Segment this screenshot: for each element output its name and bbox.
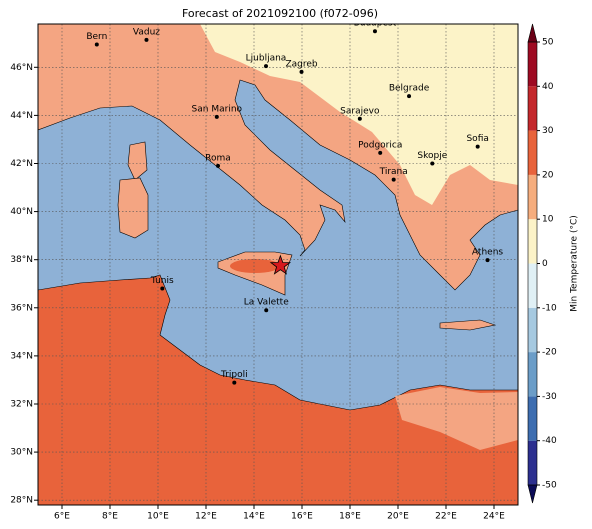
city-label: Vaduz [133, 27, 160, 37]
city-dot [378, 150, 383, 155]
colorbar-band [528, 86, 537, 131]
colorbar-over [527, 23, 538, 43]
city-label: Tripoli [220, 370, 248, 380]
city-dot [214, 114, 219, 119]
city-dot [299, 69, 304, 74]
city-label: Roma [205, 153, 231, 163]
city-label: Podgorica [358, 140, 402, 150]
y-tick-label: 32°N [10, 399, 33, 409]
y-tick-label: 42°N [10, 159, 33, 169]
y-tick-label: 38°N [10, 255, 33, 265]
city-dot [485, 258, 490, 263]
city-dot [391, 177, 396, 182]
y-tick-label: 34°N [10, 351, 33, 361]
colorbar-band [528, 263, 537, 308]
colorbar-tick-label: 20 [542, 170, 554, 180]
y-tick-label: 46°N [10, 63, 33, 73]
x-tick-label: 14°E [243, 512, 265, 522]
x-tick-label: 18°E [339, 512, 361, 522]
colorbar-band [528, 174, 537, 220]
y-tick-label: 40°N [10, 207, 33, 217]
city-dot [94, 42, 99, 47]
sicily-warm [230, 259, 280, 273]
x-tick-label: 6°E [54, 512, 70, 522]
y-tick-label: 44°N [10, 111, 33, 121]
axes: 6°E 8°E 10°E 12°E 14°E 16°E 18°E 20°E 22°E 24°E 28… [10, 63, 505, 522]
city-label: Tunis [150, 276, 174, 286]
city-dot [160, 286, 165, 291]
city-label: Zagreb [285, 59, 317, 69]
colorbar-band [528, 307, 537, 353]
x-tick-label: 8°E [102, 512, 118, 522]
city-dot [144, 37, 149, 42]
colorbar-band [528, 130, 537, 175]
colorbar-label: Min Temperature (°C) [570, 215, 580, 312]
city-label: Tirana [379, 167, 408, 177]
x-tick-label: 16°E [291, 512, 313, 522]
colorbar-tick-label: 30 [542, 126, 554, 136]
x-tick-label: 24°E [483, 512, 505, 522]
colorbar-tick-label: -10 [542, 303, 557, 313]
y-tick-label: 36°N [10, 303, 33, 313]
city-dot [264, 64, 268, 69]
sardinia [117, 177, 149, 239]
city-label: Budapest [354, 19, 397, 29]
city-dot [372, 29, 377, 34]
colorbar-tick-label: -20 [542, 348, 557, 358]
city-dot [216, 163, 220, 168]
y-tick-label: 28°N [10, 496, 33, 506]
colorbar-tick-label: 50 [542, 38, 554, 48]
city-label: Belgrade [389, 84, 430, 94]
y-tick-label: 30°N [10, 448, 33, 458]
colorbar-band [528, 352, 537, 397]
city-label: Ljubljana [246, 54, 287, 64]
colorbar-tick-label: 40 [542, 82, 554, 92]
crete [439, 319, 497, 331]
city-label: Skopje [417, 151, 447, 161]
city-dot [430, 161, 435, 166]
colorbar-band [528, 42, 537, 87]
city-dot [264, 308, 269, 313]
x-tick-label: 10°E [147, 512, 169, 522]
colorbar-tick-label: -30 [542, 392, 557, 402]
map-title: Forecast of 2021092100 (f072-096) [182, 7, 378, 20]
colorbar: -50 -40 -30 -20 -10 0 10 20 30 40 50 Min Temperatur… [527, 23, 580, 504]
city-dot [475, 144, 480, 149]
colorbar-band [528, 219, 537, 264]
city-label: Bern [86, 32, 107, 42]
x-tick-label: 20°E [387, 512, 409, 522]
europe-cool-land [200, 24, 518, 205]
colorbar-tick-label: 0 [542, 259, 548, 269]
city-label: San Marino [192, 104, 243, 114]
colorbar-under [527, 484, 538, 504]
x-tick-label: 12°E [195, 512, 217, 522]
colorbar-tick-label: 10 [542, 215, 554, 225]
colorbar-tick-label: -50 [542, 481, 557, 491]
city-label: La Valette [244, 298, 289, 308]
city-label: Sarajevo [340, 106, 380, 116]
colorbar-tick-label: -40 [542, 436, 557, 446]
city-label: Sofia [466, 134, 488, 144]
corsica [127, 141, 148, 181]
city-label: Athens [472, 248, 503, 258]
map-frame [37, 23, 519, 506]
grid [38, 24, 518, 505]
africa-coastal-band [395, 387, 518, 450]
city-dot [232, 380, 237, 385]
colorbar-band [528, 440, 537, 485]
star-marker [269, 254, 292, 275]
city-dot [407, 94, 412, 99]
city-dot [357, 116, 362, 121]
x-tick-label: 22°E [435, 512, 457, 522]
colorbar-band [528, 396, 537, 441]
